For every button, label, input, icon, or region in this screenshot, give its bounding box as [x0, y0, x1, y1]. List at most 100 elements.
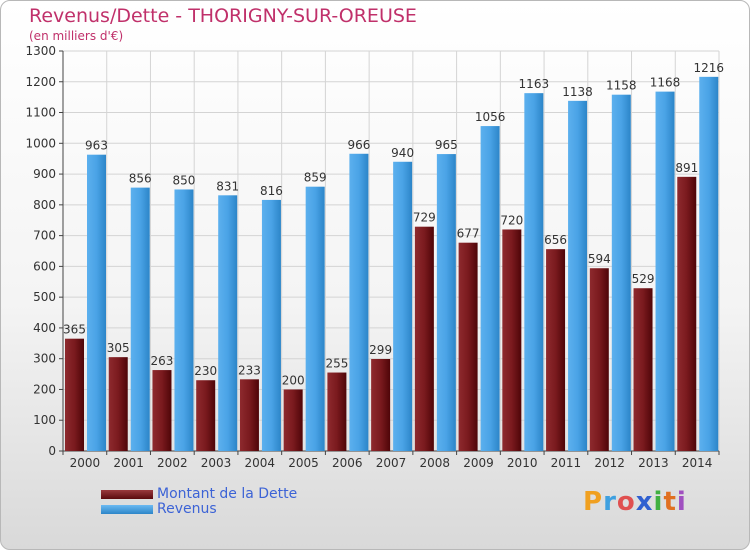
proxiti-logo: Proxiti [583, 487, 687, 517]
legend-label-debt: Montant de la Dette [157, 486, 298, 502]
x-tick-label: 2009 [463, 456, 494, 470]
bars [65, 76, 719, 452]
revenus-value-label: 1168 [650, 76, 681, 90]
logo-letter: P [583, 487, 604, 517]
debt-bar [414, 226, 434, 451]
debt-value-label: 720 [500, 213, 523, 227]
logo-letter: x [635, 487, 654, 517]
chart-subtitle: (en milliers d'€) [29, 29, 124, 43]
revenus-bar [699, 76, 719, 451]
y-tick-label: 100 [33, 413, 56, 427]
debt-bar [65, 338, 84, 451]
legend-swatch-revenus [101, 505, 153, 514]
revenus-bar [436, 154, 456, 452]
revenus-value-label: 850 [173, 173, 196, 187]
debt-value-label: 200 [282, 373, 305, 387]
debt-value-label: 255 [325, 357, 348, 371]
debt-bar [677, 176, 697, 451]
debt-value-label: 263 [151, 354, 174, 368]
debt-value-label: 677 [457, 227, 480, 241]
x-tick-label: 2004 [245, 456, 276, 470]
debt-value-label: 305 [107, 341, 130, 355]
revenus-value-label: 816 [260, 184, 283, 198]
revenus-value-label: 856 [129, 172, 152, 186]
x-tick-label: 2000 [70, 456, 101, 470]
revenus-bar [87, 154, 106, 451]
revenus-bar [174, 189, 194, 451]
x-tick-label: 2008 [419, 456, 450, 470]
x-tick-label: 2002 [157, 456, 188, 470]
revenus-value-label: 940 [391, 146, 414, 160]
x-tick-label: 2007 [376, 456, 407, 470]
y-tick-label: 600 [33, 259, 56, 273]
y-tick-label: 500 [33, 290, 56, 304]
y-tick-label: 800 [33, 198, 56, 212]
logo-letter: o [616, 487, 636, 517]
y-tick-label: 0 [48, 444, 56, 458]
debt-value-label: 729 [413, 211, 436, 225]
debt-bar [152, 370, 172, 451]
revenus-value-label: 831 [216, 179, 239, 193]
x-tick-label: 2005 [288, 456, 319, 470]
y-tick-label: 1200 [25, 75, 56, 89]
legend-swatch-debt [101, 490, 153, 499]
debt-value-label: 365 [63, 323, 86, 337]
x-tick-label: 2014 [682, 456, 713, 470]
revenus-bar [218, 195, 238, 451]
revenus-value-label: 966 [347, 138, 370, 152]
debt-bar [589, 268, 609, 451]
chart-title: Revenus/Dette - THORIGNY-SUR-OREUSE [29, 5, 417, 27]
x-tick-label: 2001 [113, 456, 144, 470]
x-tick-label: 2003 [201, 456, 232, 470]
debt-bar [327, 372, 347, 451]
debt-value-label: 594 [588, 252, 611, 266]
debt-bar [283, 389, 303, 451]
debt-bar [196, 380, 216, 451]
debt-bar [633, 288, 653, 451]
y-tick-label: 300 [33, 352, 56, 366]
revenus-bar [349, 153, 369, 451]
axes: 0 100 200 300 400 500 600 700 800 900 1000 1100 1200… [25, 44, 720, 470]
debt-value-label: 299 [369, 343, 392, 357]
revenus-bar [568, 100, 588, 451]
revenus-value-label: 1158 [606, 79, 637, 93]
revenus-bar [261, 199, 281, 451]
debt-value-label: 233 [238, 363, 261, 377]
revenus-bar [611, 94, 631, 451]
revenus-value-label: 1056 [475, 110, 506, 124]
logo-letter: i [653, 487, 664, 517]
x-tick-label: 2011 [551, 456, 582, 470]
revenus-value-label: 859 [304, 171, 327, 185]
x-tick-label: 2006 [332, 456, 363, 470]
debt-bar [546, 249, 566, 451]
debt-bar [239, 379, 259, 451]
x-tick-label: 2010 [507, 456, 538, 470]
logo-letter: r [603, 487, 617, 517]
debt-value-label: 891 [675, 161, 698, 175]
legend-label-revenus: Revenus [157, 501, 217, 517]
x-tick-label: 2013 [638, 456, 669, 470]
revenus-value-label: 1138 [562, 85, 593, 99]
revenus-value-label: 965 [435, 138, 458, 152]
y-tick-label: 700 [33, 229, 56, 243]
revenus-value-label: 963 [85, 139, 108, 153]
revenus-bar [524, 93, 544, 452]
debt-bar [108, 357, 128, 451]
data-labels: 365 963 305 856 263 850 230 831 233 816 200 859 255 9… [63, 61, 724, 388]
y-tick-label: 200 [33, 382, 56, 396]
revenus-bar [393, 161, 413, 451]
debt-bar [458, 242, 478, 451]
revenus-bar [130, 187, 150, 451]
debt-bar [371, 359, 391, 451]
revenus-bar [480, 126, 500, 452]
debt-value-label: 529 [632, 272, 655, 286]
logo-letter: i [676, 487, 687, 517]
debt-value-label: 230 [194, 364, 217, 378]
y-tick-label: 400 [33, 321, 56, 335]
revenus-value-label: 1163 [519, 77, 550, 91]
revenus-bar [655, 91, 675, 451]
x-tick-label: 2012 [594, 456, 625, 470]
debt-value-label: 656 [544, 233, 567, 247]
